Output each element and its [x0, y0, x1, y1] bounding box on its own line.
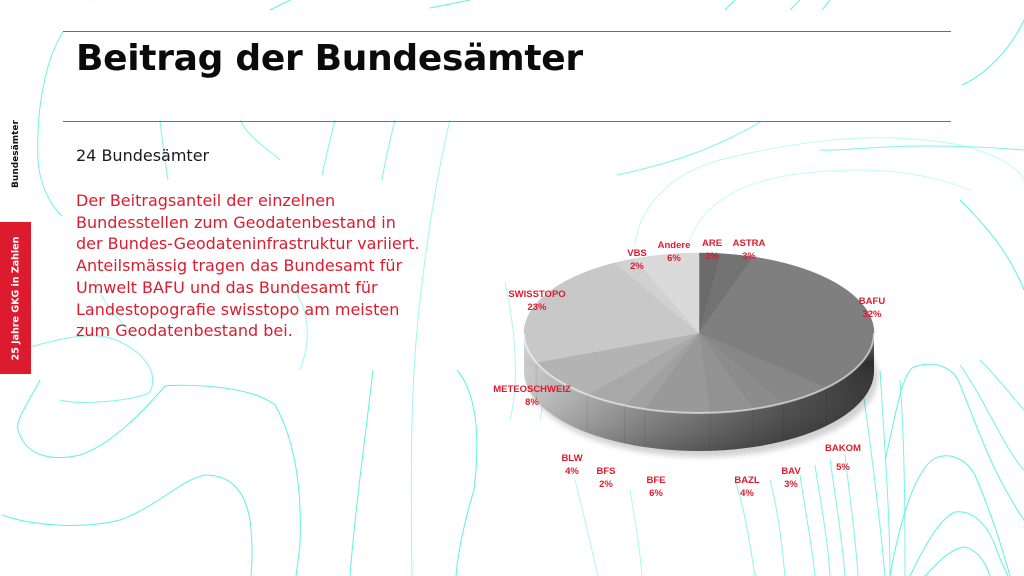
pie-label-bfs: BFS 2% — [597, 465, 616, 491]
pie-label-value: 2% — [630, 261, 644, 272]
pie-label-vbs: VBS 2% — [627, 247, 647, 273]
pie-label-blw: BLW 4% — [561, 452, 582, 478]
pie-label-name: Andere — [657, 240, 691, 251]
series-tab-text: 25 Jahre GKG in Zahlen — [10, 236, 22, 360]
pie-label-name: SWISSTOPO — [508, 289, 566, 300]
pie-label-meteoschweiz: METEOSCHWEIZ 8% — [493, 383, 571, 409]
pie-label-bazl: BAZL 4% — [734, 474, 759, 500]
pie-label-are: ARE 2% — [702, 237, 722, 263]
pie-label-swisstopo: SWISSTOPO 23% — [508, 288, 565, 314]
section-label-text: Bundesämter — [11, 120, 21, 188]
title-rule-top — [63, 31, 951, 32]
pie-label-andere: Andere 6% — [658, 239, 691, 265]
pie-label-name: BAZL — [734, 475, 760, 486]
section-label: Bundesämter — [4, 118, 28, 190]
pie-label-name: ARE — [701, 238, 723, 249]
pie-label-name: BFS — [596, 466, 616, 477]
subtitle: 24 Bundesämter — [76, 146, 210, 165]
pie-label-value: 23% — [527, 302, 547, 313]
pie-label-name: BFE — [646, 475, 666, 486]
pie-label-bav: BAV 3% — [781, 465, 800, 491]
pie-label-astra: ASTRA 3% — [733, 237, 766, 263]
pie-label-value: 5% — [836, 462, 850, 473]
title-rule-bottom — [63, 121, 951, 122]
pie-label-value: 4% — [740, 488, 754, 499]
pie-label-name: BAFU — [858, 296, 886, 307]
pie-label-name: BLW — [561, 453, 583, 464]
pie-slice-andere — [634, 252, 700, 334]
pie-chart: ARE 2% ASTRA 3% BAFU 32% BAKOM 5% BAV 3% BAZL 4% BFE… — [460, 225, 920, 505]
pie-label-name: BAKOM — [825, 443, 861, 454]
pie-label-name: ASTRA — [732, 238, 766, 249]
pie-label-value: 2% — [705, 251, 719, 262]
pie-label-value: 6% — [649, 488, 663, 499]
pie-label-value: 3% — [742, 251, 756, 262]
page-title: Beitrag der Bundesämter — [76, 38, 583, 79]
body-paragraph: Der Beitragsanteil der einzelnen Bundess… — [76, 191, 420, 341]
pie-label-value: 2% — [599, 479, 613, 490]
pie-label-name: BAV — [781, 466, 801, 477]
pie-label-value: 6% — [667, 253, 681, 264]
pie-label-value: 4% — [565, 466, 579, 477]
pie-label-value: 3% — [784, 479, 798, 490]
pie-label-bafu: BAFU 32% — [859, 295, 885, 321]
pie-label-value: 8% — [525, 397, 539, 408]
pie-label-name: METEOSCHWEIZ — [493, 384, 571, 395]
pie-label-name: VBS — [627, 248, 647, 259]
pie-label-bfe: BFE 6% — [647, 474, 666, 500]
pie-chart-graphic — [523, 252, 878, 457]
pie-label-bakom: BAKOM 5% — [825, 442, 861, 474]
series-tab: 25 Jahre GKG in Zahlen — [0, 222, 31, 374]
pie-label-value: 32% — [862, 309, 882, 320]
